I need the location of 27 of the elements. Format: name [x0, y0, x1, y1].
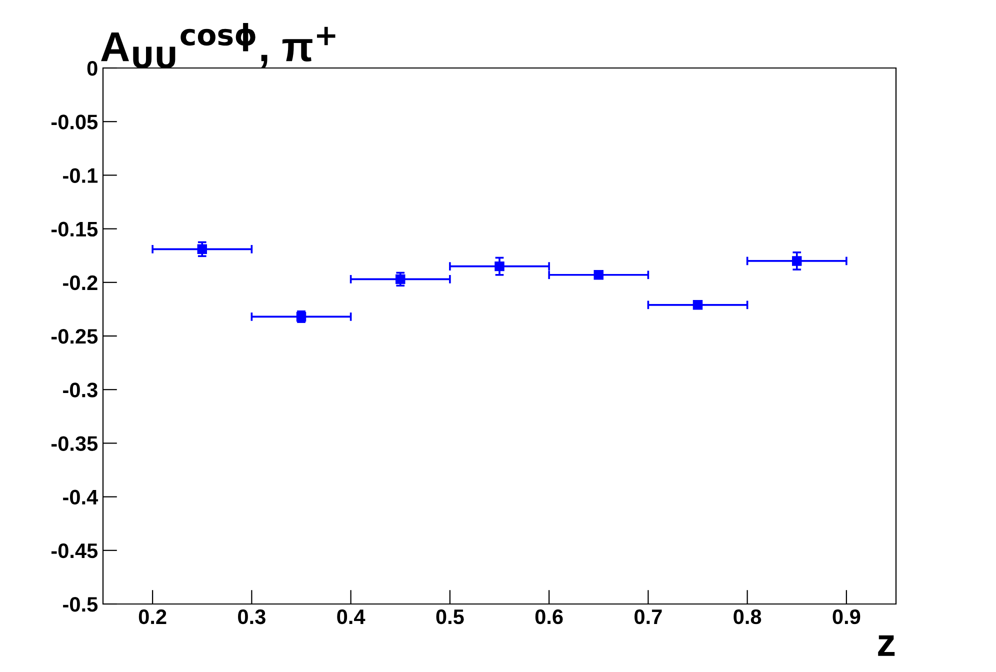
chart-title: A$_{UU}$$^{cosϕ}$, π$^{+}$ — [101, 23, 336, 68]
x-tick-label: 0.6 — [535, 609, 563, 624]
y-tick-label: 0 — [87, 61, 98, 76]
x-tick-label: 0.7 — [634, 609, 662, 624]
point — [594, 270, 604, 280]
point — [396, 274, 406, 284]
y-tick-label: -0.05 — [51, 114, 98, 130]
point — [792, 256, 802, 266]
x-tick-label: 0.3 — [238, 609, 266, 624]
y-tick-label: -0.5 — [63, 597, 98, 612]
x-tick-label: 0.5 — [436, 609, 464, 624]
point — [494, 261, 504, 272]
y-tick-label: -0.2 — [63, 275, 98, 290]
x-axis-title: z — [878, 635, 895, 656]
y-tick-label: -0.45 — [51, 543, 98, 558]
y-tick-label: -0.3 — [63, 382, 98, 398]
point — [197, 244, 207, 254]
y-tick-label: -0.4 — [63, 490, 98, 505]
y-tick-label: -0.25 — [51, 329, 98, 344]
y-tick-label: -0.35 — [51, 436, 98, 451]
point — [692, 300, 703, 310]
y-tick-label: -0.15 — [51, 222, 98, 237]
y-tick-label: -0.1 — [63, 168, 98, 183]
x-tick-label: 0.2 — [138, 609, 166, 624]
x-tick-label: 0.4 — [337, 609, 366, 624]
x-tick-label: 0.9 — [832, 609, 860, 624]
x-tick-label: 0.8 — [734, 609, 762, 624]
